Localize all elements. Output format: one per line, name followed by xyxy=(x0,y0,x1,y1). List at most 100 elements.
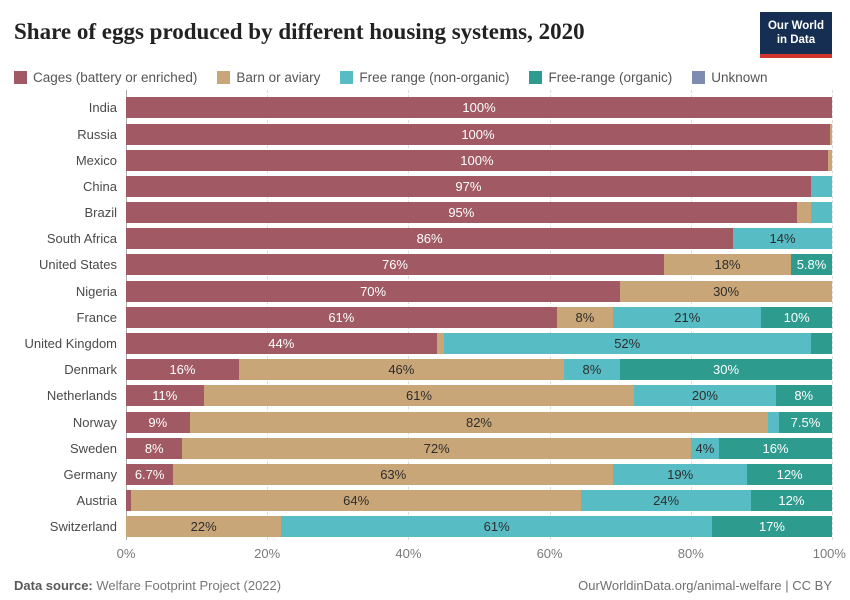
chart-rows: India 100% Russia 100% Mexico 100% China 97% Bra… xyxy=(14,95,832,540)
segment-cages[interactable]: 100% xyxy=(126,97,832,119)
segment-free_range_non_organic[interactable]: 14% xyxy=(733,228,832,250)
segment-cages[interactable]: 9% xyxy=(126,411,190,433)
country-label: Austria xyxy=(76,493,117,509)
x-tick-label: 80% xyxy=(677,545,704,561)
x-tick-label: 0% xyxy=(116,545,136,561)
segment-free_range_organic[interactable]: 16% xyxy=(719,437,832,459)
segment-barn[interactable]: 63% xyxy=(173,463,614,485)
chart-row: Mexico 100% xyxy=(14,147,832,173)
country-label: India xyxy=(88,100,117,116)
segment-barn[interactable] xyxy=(436,333,444,355)
segment-barn[interactable]: 72% xyxy=(182,437,691,459)
country-label: China xyxy=(83,178,117,194)
chart-row: Denmark 16% 46% 8% 30% xyxy=(14,357,832,383)
x-tick-label: 20% xyxy=(254,545,281,561)
segment-free_range_organic[interactable]: 30% xyxy=(620,359,832,381)
chart-row: Germany 6.7% 63% 19% 12% xyxy=(14,461,832,487)
segment-free_range_non_organic[interactable]: 52% xyxy=(443,333,811,355)
segment-cages[interactable]: 95% xyxy=(126,202,797,224)
segment-barn[interactable]: 82% xyxy=(189,411,769,433)
x-tick-label: 100% xyxy=(812,545,846,561)
bar: 61% 8% 21% 10% xyxy=(126,306,832,328)
segment-free_range_organic[interactable]: 7.5% xyxy=(779,411,832,433)
owid-logo[interactable]: Our World in Data xyxy=(759,12,832,58)
chart-row: Russia 100% xyxy=(14,121,832,147)
segment-cages[interactable]: 11% xyxy=(126,385,204,407)
segment-free_range_non_organic[interactable] xyxy=(810,175,832,197)
legend-item-free_range_organic[interactable]: Free-range (organic) xyxy=(529,70,672,85)
segment-free_range_non_organic[interactable] xyxy=(810,202,832,224)
segment-free_range_non_organic[interactable]: 21% xyxy=(613,306,762,328)
chart-row: Sweden 8% 72% 4% 16% xyxy=(14,435,832,461)
segment-barn[interactable]: 8% xyxy=(556,306,614,328)
legend-swatch-unknown xyxy=(692,70,706,84)
segment-barn[interactable] xyxy=(827,149,832,171)
segment-cages[interactable]: 100% xyxy=(126,123,830,145)
segment-free_range_non_organic[interactable]: 61% xyxy=(281,516,712,538)
segment-free_range_non_organic[interactable]: 4% xyxy=(690,437,720,459)
bar: 9% 82% 7.5% xyxy=(126,411,832,433)
bar: 100% xyxy=(126,149,832,171)
segment-cages[interactable]: 44% xyxy=(126,333,437,355)
segment-free_range_organic[interactable]: 8% xyxy=(775,385,832,407)
legend-swatch-barn xyxy=(217,70,231,84)
country-label: Netherlands xyxy=(46,388,117,404)
country-label: Germany xyxy=(63,466,117,482)
segment-cages[interactable]: 86% xyxy=(126,228,734,250)
country-label: Sweden xyxy=(70,440,117,456)
segment-free_range_organic[interactable] xyxy=(810,333,832,355)
legend-label: Barn or aviary xyxy=(236,69,321,85)
segment-free_range_organic[interactable]: 12% xyxy=(750,490,832,512)
bar: 86% 14% xyxy=(126,228,832,250)
segment-barn[interactable]: 64% xyxy=(130,490,582,512)
legend: Cages (battery or enriched) Barn or aviar… xyxy=(14,70,832,85)
segment-free_range_organic[interactable]: 5.8% xyxy=(791,254,832,276)
country-label: United States xyxy=(38,257,117,273)
segment-cages[interactable]: 97% xyxy=(126,175,811,197)
country-label: Switzerland xyxy=(49,519,117,535)
footer-link[interactable]: OurWorldinData.org/animal-welfare | CC B… xyxy=(578,577,832,593)
bar: 8% 72% 4% 16% xyxy=(126,437,832,459)
segment-barn[interactable] xyxy=(796,202,811,224)
segment-barn[interactable]: 18% xyxy=(663,254,792,276)
segment-cages[interactable]: 70% xyxy=(126,280,621,302)
segment-barn[interactable]: 46% xyxy=(238,359,564,381)
segment-free_range_non_organic[interactable]: 8% xyxy=(563,359,621,381)
bar: 16% 46% 8% 30% xyxy=(126,359,832,381)
country-label: Norway xyxy=(72,414,117,430)
segment-barn[interactable]: 30% xyxy=(620,280,832,302)
segment-barn[interactable]: 22% xyxy=(126,516,282,538)
country-label: Denmark xyxy=(64,362,117,378)
segment-barn[interactable]: 61% xyxy=(203,385,635,407)
segment-cages[interactable] xyxy=(126,490,131,512)
chart-row: Norway 9% 82% 7.5% xyxy=(14,409,832,435)
legend-item-unknown[interactable]: Unknown xyxy=(692,70,768,85)
segment-cages[interactable]: 6.7% xyxy=(126,463,174,485)
segment-barn[interactable] xyxy=(829,123,832,145)
segment-cages[interactable]: 16% xyxy=(126,359,239,381)
chart-row: Switzerland 22% 61% 17% xyxy=(14,514,832,540)
segment-free_range_organic[interactable]: 12% xyxy=(747,463,832,485)
segment-cages[interactable]: 100% xyxy=(126,149,828,171)
segment-cages[interactable]: 61% xyxy=(126,306,557,328)
legend-item-free_range_non_organic[interactable]: Free range (non-organic) xyxy=(340,70,509,85)
data-source-prefix: Data source: xyxy=(14,577,93,593)
segment-free_range_non_organic[interactable]: 24% xyxy=(581,490,751,512)
chart-row: United States 76% 18% 5.8% xyxy=(14,252,832,278)
legend-label: Free range (non-organic) xyxy=(359,69,510,85)
segment-free_range_organic[interactable]: 10% xyxy=(761,306,832,328)
segment-free_range_non_organic[interactable]: 19% xyxy=(613,463,748,485)
owid-logo-line1: Our World xyxy=(767,20,824,32)
segment-cages[interactable]: 8% xyxy=(126,437,183,459)
chart-row: Nigeria 70% 30% xyxy=(14,278,832,304)
segment-free_range_organic[interactable]: 17% xyxy=(711,516,832,538)
data-source-text: Welfare Footprint Project (2022) xyxy=(92,577,282,593)
legend-item-cages[interactable]: Cages (battery or enriched) xyxy=(14,70,197,85)
bar: 100% xyxy=(126,97,832,119)
bar: 44% 52% xyxy=(126,333,832,355)
segment-free_range_non_organic[interactable]: 20% xyxy=(634,385,776,407)
segment-free_range_non_organic[interactable] xyxy=(768,411,780,433)
legend-item-barn[interactable]: Barn or aviary xyxy=(217,70,320,85)
segment-cages[interactable]: 76% xyxy=(126,254,664,276)
